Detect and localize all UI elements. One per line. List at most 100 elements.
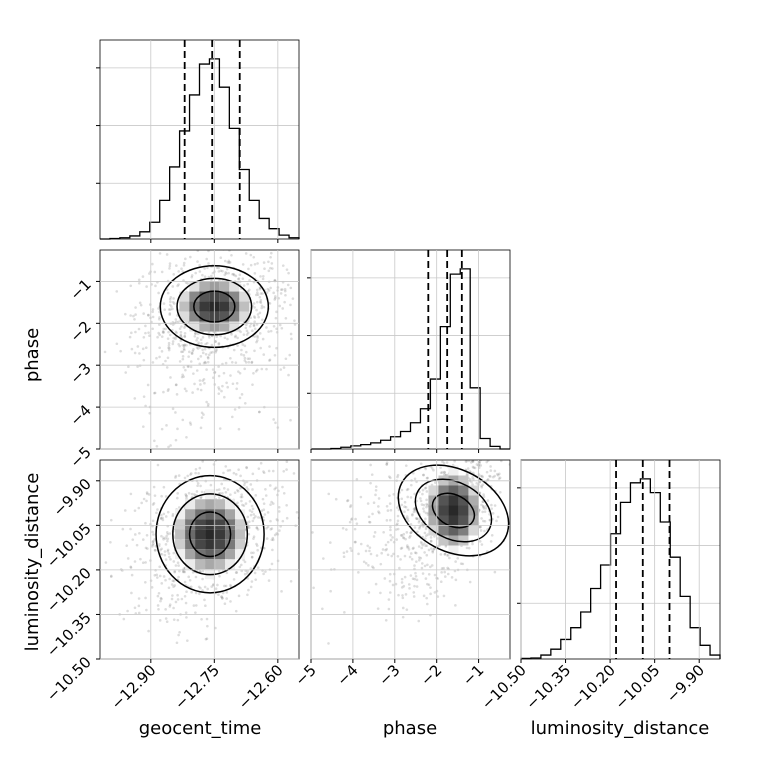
ytick-label-phase-1: −4 <box>66 401 94 429</box>
scatter-point <box>430 547 433 550</box>
scatter-point <box>369 552 373 556</box>
xtick-label-phase-4: −1 <box>459 661 487 689</box>
scatter-point <box>174 476 177 479</box>
scatter-point <box>251 472 255 476</box>
scatter-point <box>229 585 233 588</box>
scatter-point <box>150 586 154 589</box>
scatter-point <box>89 299 92 302</box>
ytick-label-phase-0: −5 <box>66 443 94 471</box>
scatter-point <box>405 531 409 534</box>
scatter-point <box>134 457 137 460</box>
scatter-point <box>279 292 283 295</box>
scatter-point <box>266 525 270 529</box>
scatter-point <box>151 519 155 523</box>
scatter-point <box>173 584 177 587</box>
scatter-point <box>252 323 256 327</box>
density-cell <box>175 549 186 560</box>
scatter-point <box>394 528 398 531</box>
scatter-point <box>185 494 188 498</box>
scatter-point <box>144 521 147 525</box>
scatter-point <box>169 308 172 311</box>
scatter-point <box>287 271 290 275</box>
scatter-point <box>368 520 372 524</box>
scatter-point <box>230 361 234 364</box>
density-cell <box>189 321 200 332</box>
scatter-point <box>190 590 193 594</box>
scatter-point <box>518 469 521 472</box>
scatter-point <box>196 332 200 336</box>
scatter-point <box>210 274 213 278</box>
scatter-point <box>97 608 100 611</box>
scatter-point <box>269 528 273 531</box>
scatter-point <box>190 352 194 355</box>
scatter-point <box>180 597 184 601</box>
scatter-point <box>446 572 450 576</box>
scatter-point <box>132 314 135 318</box>
scatter-point <box>245 329 249 333</box>
scatter-point <box>214 587 218 590</box>
scatter-point <box>194 604 198 607</box>
scatter-point <box>129 566 133 569</box>
scatter-point <box>175 641 179 645</box>
scatter-point <box>469 477 472 481</box>
scatter-point <box>260 304 264 308</box>
scatter-point <box>359 495 363 499</box>
scatter-point <box>364 549 368 553</box>
scatter-point <box>289 303 292 307</box>
scatter-point <box>253 320 256 324</box>
density-cell <box>468 495 479 506</box>
density-cell <box>438 535 449 546</box>
scatter-point <box>425 498 428 502</box>
scatter-point <box>425 544 429 548</box>
scatter-point <box>195 339 198 342</box>
scatter-point <box>217 266 220 270</box>
scatter-point <box>266 511 270 514</box>
scatter-point <box>153 391 156 395</box>
scatter-point <box>231 272 234 276</box>
scatter-point <box>126 609 129 613</box>
density-cell <box>438 485 449 496</box>
scatter-point <box>262 572 265 576</box>
scatter-point <box>305 315 308 318</box>
scatter-point <box>244 326 248 330</box>
scatter-point <box>395 538 398 541</box>
scatter-point <box>501 452 504 455</box>
scatter-point <box>439 457 442 460</box>
scatter-point <box>479 529 483 532</box>
scatter-point <box>176 618 180 622</box>
scatter-point <box>362 560 366 564</box>
scatter-point <box>245 486 249 489</box>
scatter-point <box>258 410 261 414</box>
scatter-point <box>289 286 293 290</box>
scatter-point <box>226 385 230 389</box>
scatter-point <box>252 456 255 459</box>
scatter-point <box>203 360 207 364</box>
scatter-point <box>406 545 409 549</box>
density-cell <box>175 539 186 550</box>
scatter-point <box>493 570 497 574</box>
density-cell <box>205 529 216 540</box>
scatter-point <box>422 594 426 598</box>
scatter-point <box>249 567 253 570</box>
density-cell <box>239 311 250 322</box>
scatter-point <box>144 561 147 564</box>
scatter-point <box>203 347 207 351</box>
scatter-point <box>421 544 425 547</box>
scatter-point <box>417 521 421 524</box>
scatter-point <box>459 562 463 565</box>
scatter-point <box>270 538 274 542</box>
scatter-point <box>396 519 400 523</box>
scatter-point <box>383 577 387 580</box>
scatter-point <box>177 474 181 477</box>
scatter-point <box>161 516 164 520</box>
contour-luminosity_distance-vs-geocent_time-1 <box>172 493 249 576</box>
scatter-point <box>183 476 187 480</box>
scatter-point <box>229 356 232 360</box>
scatter-point <box>302 322 305 325</box>
density-cell <box>219 281 230 292</box>
scatter-point <box>240 348 243 352</box>
scatter-point <box>104 561 108 564</box>
scatter-point <box>273 487 276 491</box>
scatter-point <box>165 424 168 427</box>
scatter-point <box>229 374 232 377</box>
